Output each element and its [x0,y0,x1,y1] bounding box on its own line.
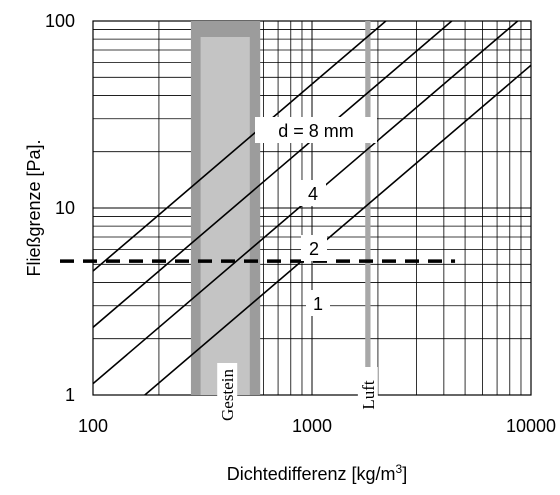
curve-label-bg-4 [306,290,330,316]
band-gestein-inner [200,37,250,395]
tick-labels: 100 1000 10000 1 10 100 [45,11,556,436]
curve-labels: Gestein Luft d = 8 mm 4 2 1 [217,117,378,427]
band-label-gestein-bg [217,363,238,427]
curve-label-bg-1 [255,117,377,143]
band-luft [365,21,371,367]
curve-label-2: 4 [308,184,318,204]
curve-label-bg-3 [301,235,327,261]
x-tick-label: 100 [78,416,108,436]
x-axis-title-sup: 3 [396,462,403,476]
curve-label-1: d = 8 mm [278,121,354,141]
plot-frame [92,20,532,396]
curve-label-bg-2 [300,180,326,206]
curve-label-4: 1 [313,294,323,314]
y-axis-title: Fließgrenze [Pa]. [24,139,44,276]
x-tick-label: 1000 [292,416,332,436]
bands [190,21,371,395]
x-axis-title: Dichtedifferenz [kg/m3] [227,462,407,484]
x-axis-title-end: ] [402,464,407,484]
band-label-luft-bg [357,367,378,423]
grid [92,20,532,396]
x-tick-label: 10000 [506,416,556,436]
series-line-1 [93,21,388,272]
x-axis-title-main: Dichtedifferenz [kg/m [227,464,396,484]
y-tick-label: 100 [45,11,75,31]
band-label-luft: Luft [359,380,378,410]
y-tick-label: 10 [55,198,75,218]
y-tick-label: 1 [65,385,75,405]
band-label-gestein: Gestein [218,369,237,421]
curve-label-3: 2 [309,239,319,259]
